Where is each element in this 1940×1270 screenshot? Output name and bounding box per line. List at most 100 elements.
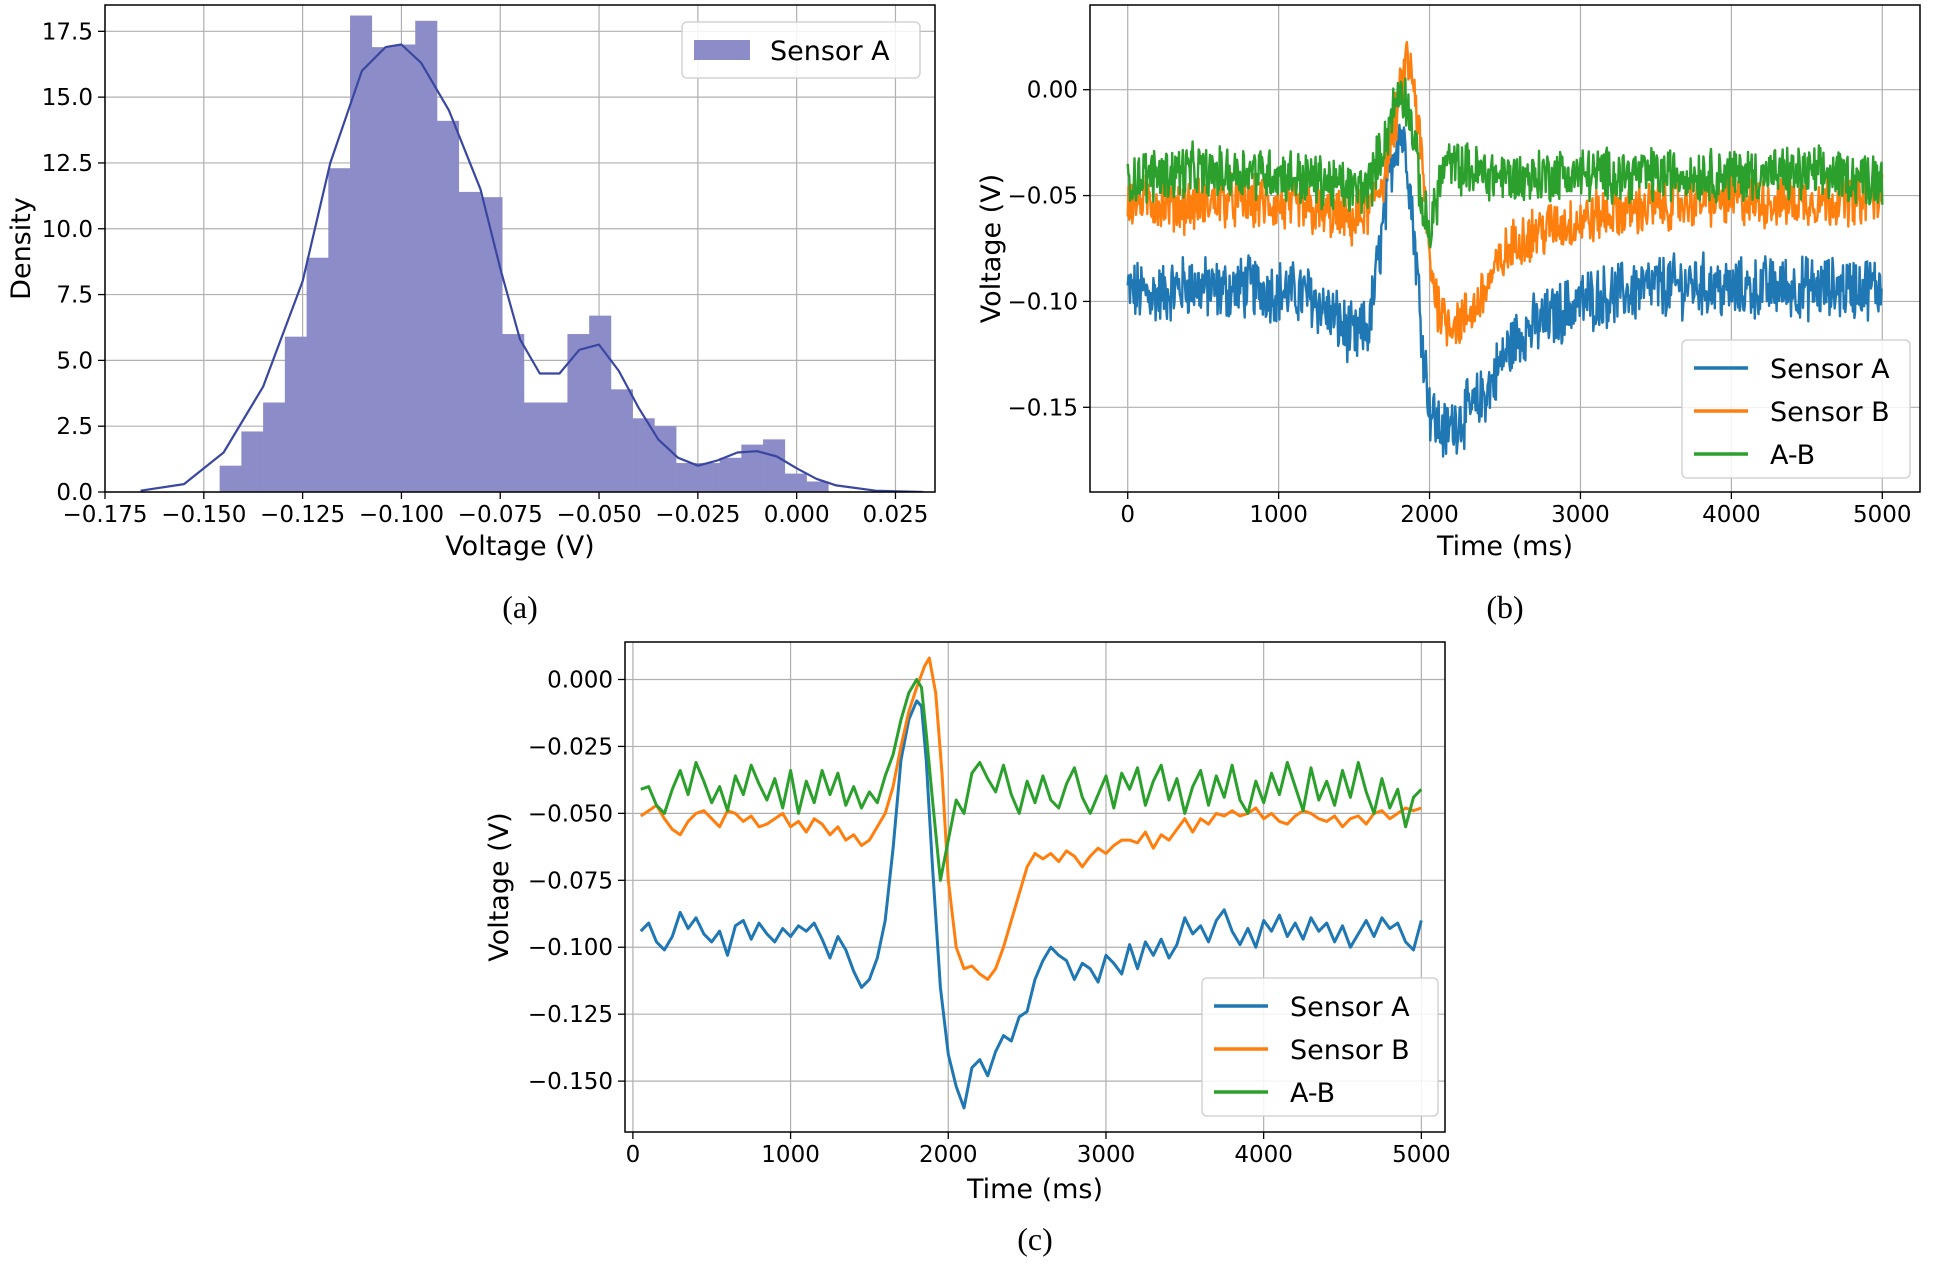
legend: Sensor A	[681, 21, 921, 79]
tick-marks: −0.175 −0.150 −0.125 −0.100 −0.075 −0.050 −0.0…	[42, 19, 929, 528]
panel-caption: (c)	[1017, 1221, 1053, 1257]
x-tick-label: 0.000	[764, 502, 830, 528]
histogram-bar	[241, 431, 264, 492]
histogram-bar	[480, 197, 503, 492]
histogram-bar	[610, 389, 633, 492]
histogram-bar	[284, 336, 307, 492]
plot-area	[639, 656, 1423, 1110]
y-tick-label: −0.075	[528, 868, 613, 894]
x-axis-label: Voltage (V)	[445, 531, 594, 562]
x-tick-label: −0.025	[655, 502, 740, 528]
histogram-bar	[697, 463, 720, 492]
x-tick-label: −0.050	[556, 502, 641, 528]
y-tick-label: −0.150	[528, 1069, 613, 1095]
x-tick-label: 0.025	[863, 502, 929, 528]
histogram-bar	[763, 439, 786, 492]
x-tick-label: 2000	[919, 1142, 978, 1168]
histogram-bar	[632, 418, 655, 492]
legend-box	[681, 21, 921, 79]
chart-panel-b: 0 1000 2000 3000 4000 5000 0.00 −0.05 −0.10 −0.15…	[976, 4, 1921, 625]
legend-label: Sensor B	[1770, 397, 1890, 428]
x-tick-label: 5000	[1392, 1142, 1451, 1168]
legend-label: Sensor A	[1770, 354, 1890, 385]
y-axis-label: Voltage (V)	[976, 174, 1007, 323]
histogram-bars	[219, 15, 829, 492]
x-tick-label: 5000	[1853, 502, 1912, 528]
histogram-bar	[393, 44, 416, 492]
histogram-bar	[350, 15, 373, 492]
histogram-bar	[263, 402, 286, 492]
histogram-bar	[458, 191, 481, 492]
axes-frame	[624, 641, 1446, 1133]
axes-frame	[1089, 4, 1921, 493]
histogram-bar	[567, 334, 590, 492]
series-line-sensor-b	[639, 656, 1422, 981]
panel-caption: (a)	[502, 589, 538, 625]
histogram-bar	[545, 402, 568, 492]
y-tick-label: −0.050	[528, 801, 613, 827]
x-tick-label: −0.075	[458, 502, 543, 528]
x-tick-label: −0.100	[359, 502, 444, 528]
x-axis-label: Time (ms)	[966, 1174, 1103, 1205]
histogram-bar	[654, 426, 677, 492]
legend-label: Sensor A	[1290, 992, 1410, 1023]
y-tick-label: −0.125	[528, 1002, 613, 1028]
series-line-kde	[140, 43, 924, 492]
legend-label: A-B	[1770, 440, 1815, 471]
legend-label: Sensor B	[1290, 1035, 1410, 1066]
plot-area	[1126, 40, 1884, 458]
histogram-bar	[371, 47, 394, 492]
chart-panel-a: −0.175 −0.150 −0.125 −0.100 −0.075 −0.050 −0.0…	[6, 4, 936, 625]
histogram-bar	[437, 120, 460, 492]
histogram-bar	[523, 402, 546, 492]
y-tick-label: −0.025	[528, 734, 613, 760]
legend-swatch	[694, 40, 750, 60]
y-tick-label: 15.0	[42, 85, 93, 111]
x-tick-label: 3000	[1551, 502, 1610, 528]
x-tick-label: 3000	[1077, 1142, 1136, 1168]
chart-panel-c: 0 1000 2000 3000 4000 5000 0.000 −0.025 −0.050 −0…	[484, 641, 1451, 1257]
y-tick-label: 17.5	[42, 19, 93, 45]
panel-caption: (b)	[1486, 589, 1523, 625]
y-tick-label: −0.05	[1008, 184, 1078, 210]
tick-marks: 0 1000 2000 3000 4000 5000 0.000 −0.025 −0.050 −0…	[528, 667, 1451, 1168]
y-tick-label: −0.10	[1008, 289, 1078, 315]
histogram-bar	[589, 315, 612, 492]
y-axis-label: Density	[6, 197, 37, 300]
histogram-bar	[741, 444, 764, 492]
legend: Sensor A Sensor B A-B	[1201, 977, 1439, 1117]
y-tick-label: 5.0	[56, 348, 93, 374]
y-axis-label: Voltage (V)	[484, 812, 515, 961]
y-tick-label: 12.5	[42, 151, 93, 177]
legend: Sensor A Sensor B A-B	[1681, 339, 1911, 479]
histogram-bar	[502, 334, 525, 492]
x-tick-label: −0.150	[161, 502, 246, 528]
grid-lines	[104, 5, 935, 493]
histogram-bar	[676, 463, 699, 492]
y-tick-label: 7.5	[56, 283, 93, 309]
x-axis-label: Time (ms)	[1436, 531, 1573, 562]
x-tick-label: 0	[626, 1142, 641, 1168]
y-tick-label: 10.0	[42, 217, 93, 243]
legend-box	[1201, 977, 1439, 1117]
histogram-bar	[328, 168, 351, 492]
x-tick-label: 4000	[1234, 1142, 1293, 1168]
y-tick-label: 0.00	[1027, 78, 1078, 104]
series-line-a-b	[1126, 77, 1884, 249]
x-tick-label: 1000	[761, 1142, 820, 1168]
legend-box	[1681, 339, 1911, 479]
series-line-sensor-a	[639, 699, 1423, 1110]
y-tick-label: −0.15	[1008, 395, 1078, 421]
x-tick-label: 4000	[1702, 502, 1761, 528]
histogram-bar	[806, 481, 829, 492]
plot-area	[140, 15, 924, 492]
histogram-bar	[306, 257, 329, 492]
series-line-a-b	[640, 678, 1423, 882]
legend-label: A-B	[1290, 1078, 1335, 1109]
x-tick-label: 1000	[1249, 502, 1308, 528]
histogram-bar	[219, 465, 242, 492]
y-tick-label: −0.100	[528, 935, 613, 961]
x-tick-label: 0	[1120, 502, 1135, 528]
x-tick-label: 2000	[1400, 502, 1459, 528]
y-tick-label: 2.5	[56, 414, 93, 440]
